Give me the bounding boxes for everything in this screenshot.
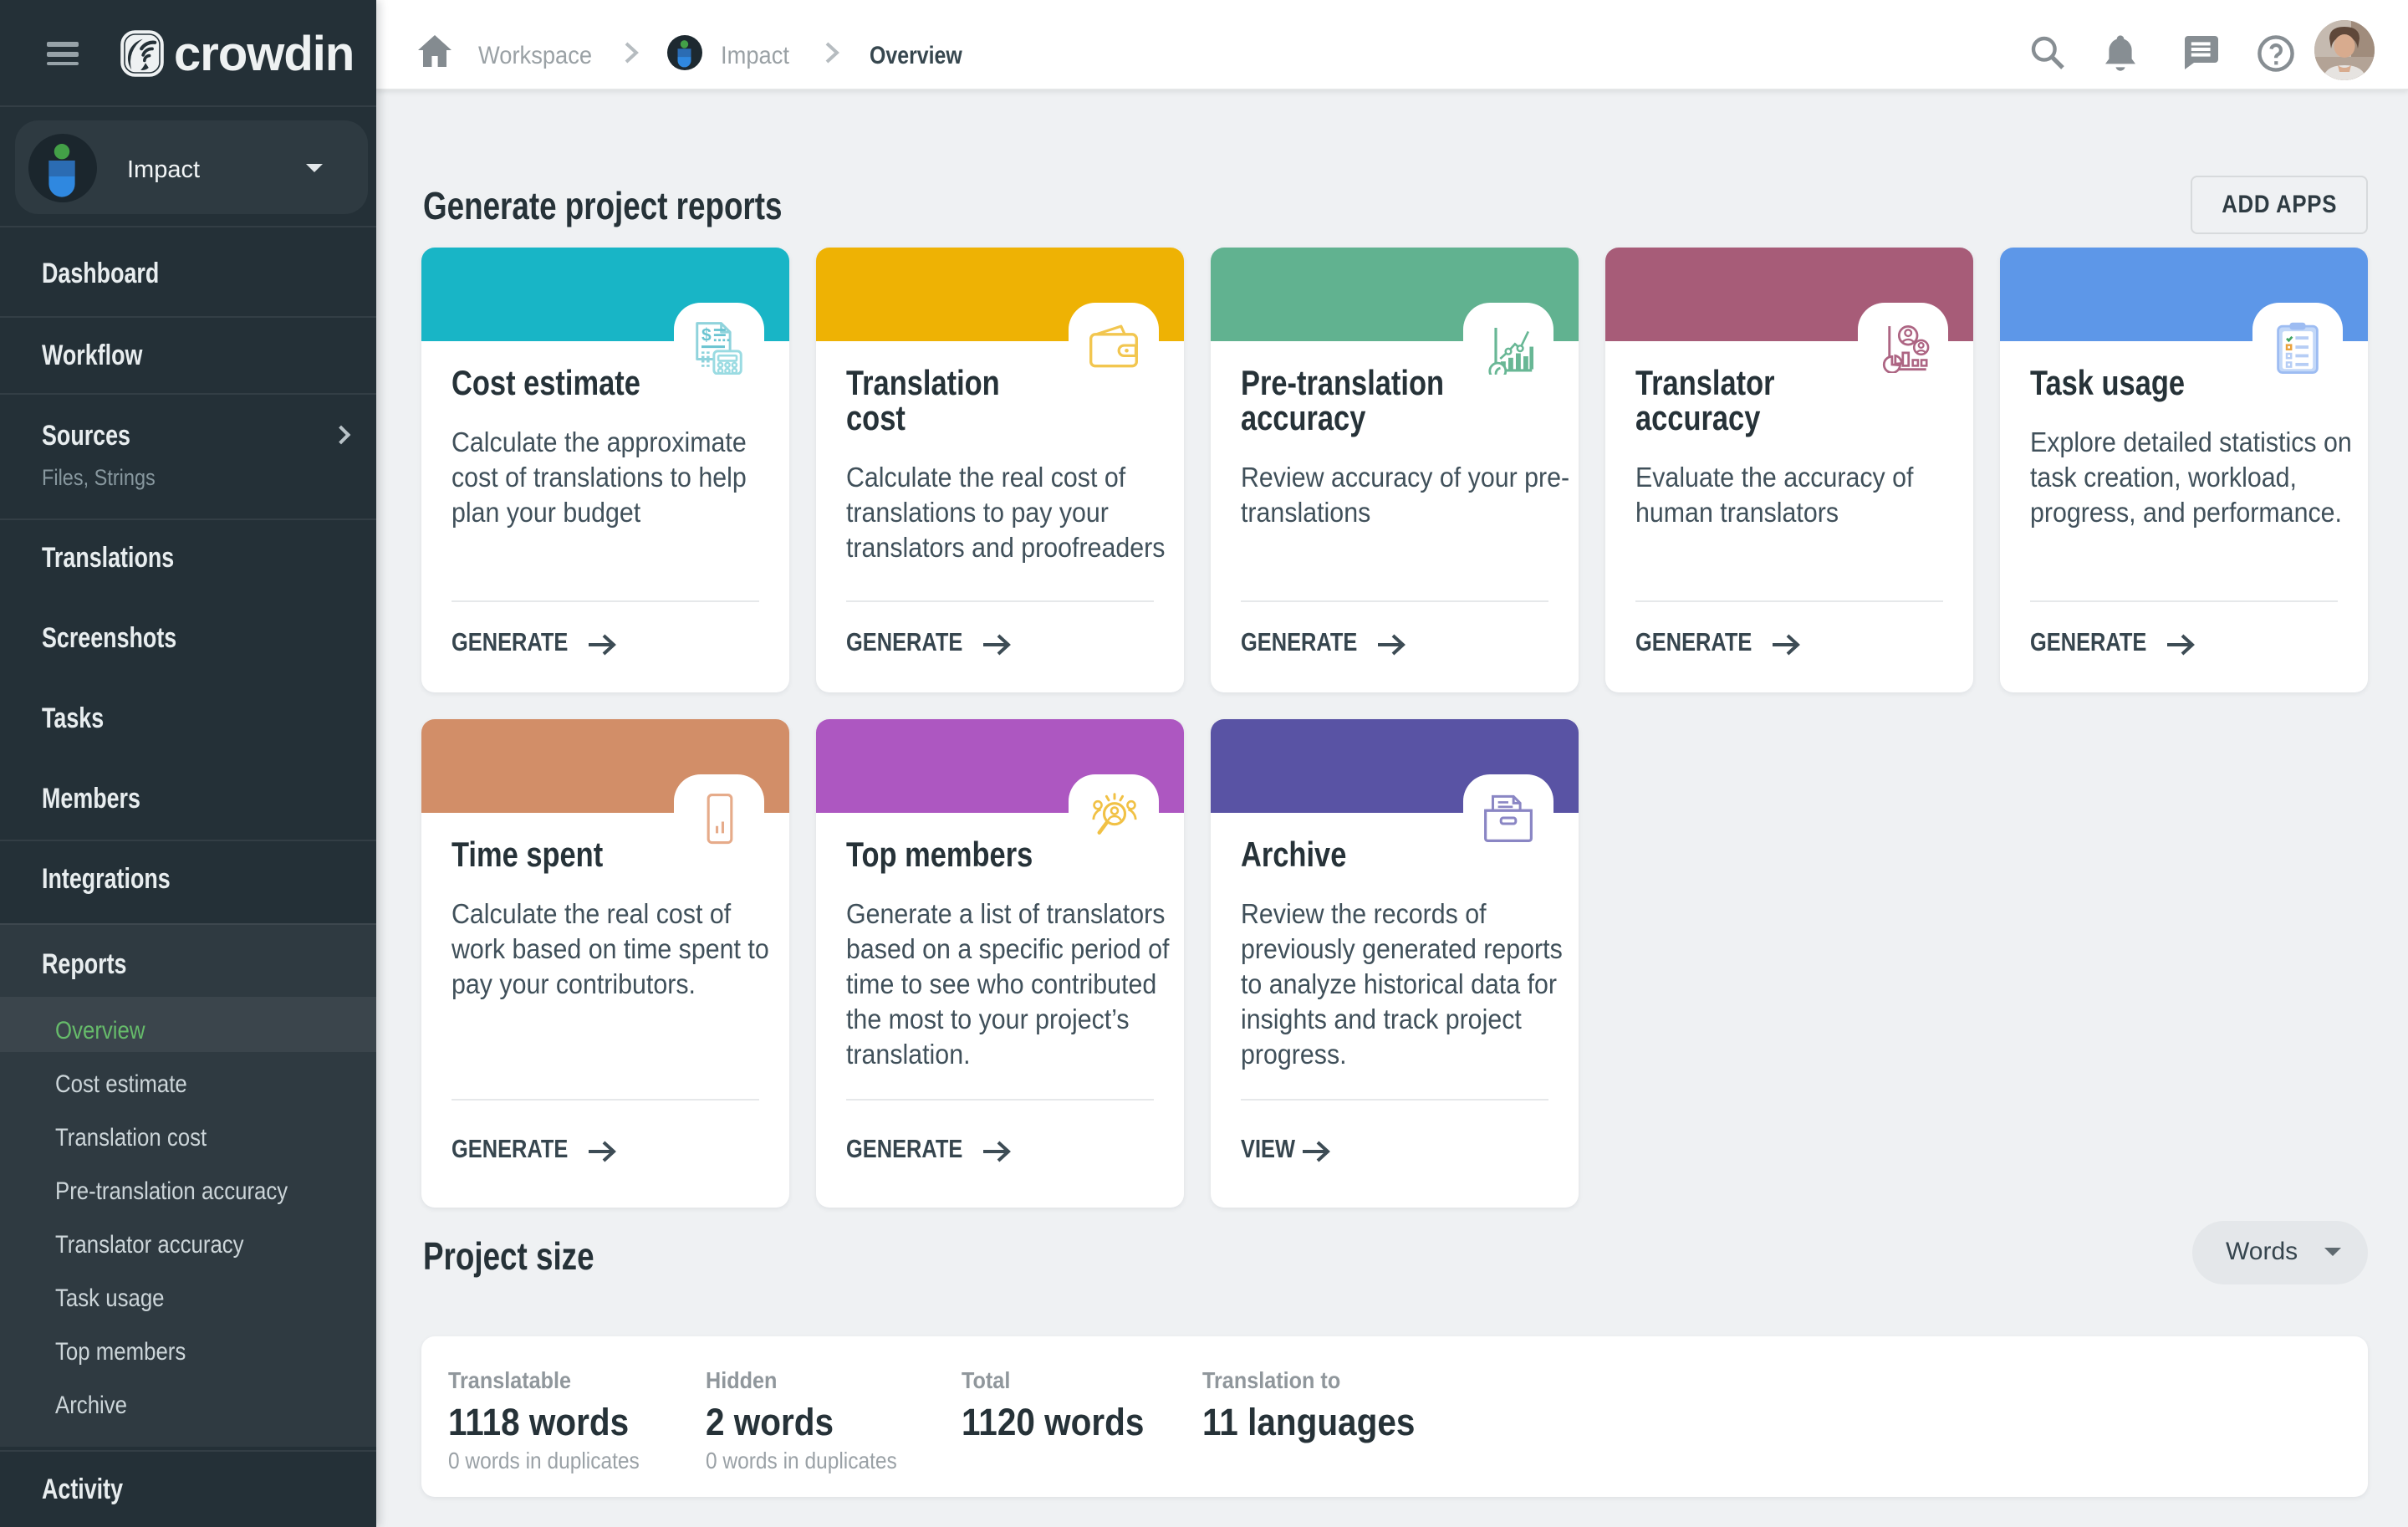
svg-text:$: $: [701, 326, 712, 345]
